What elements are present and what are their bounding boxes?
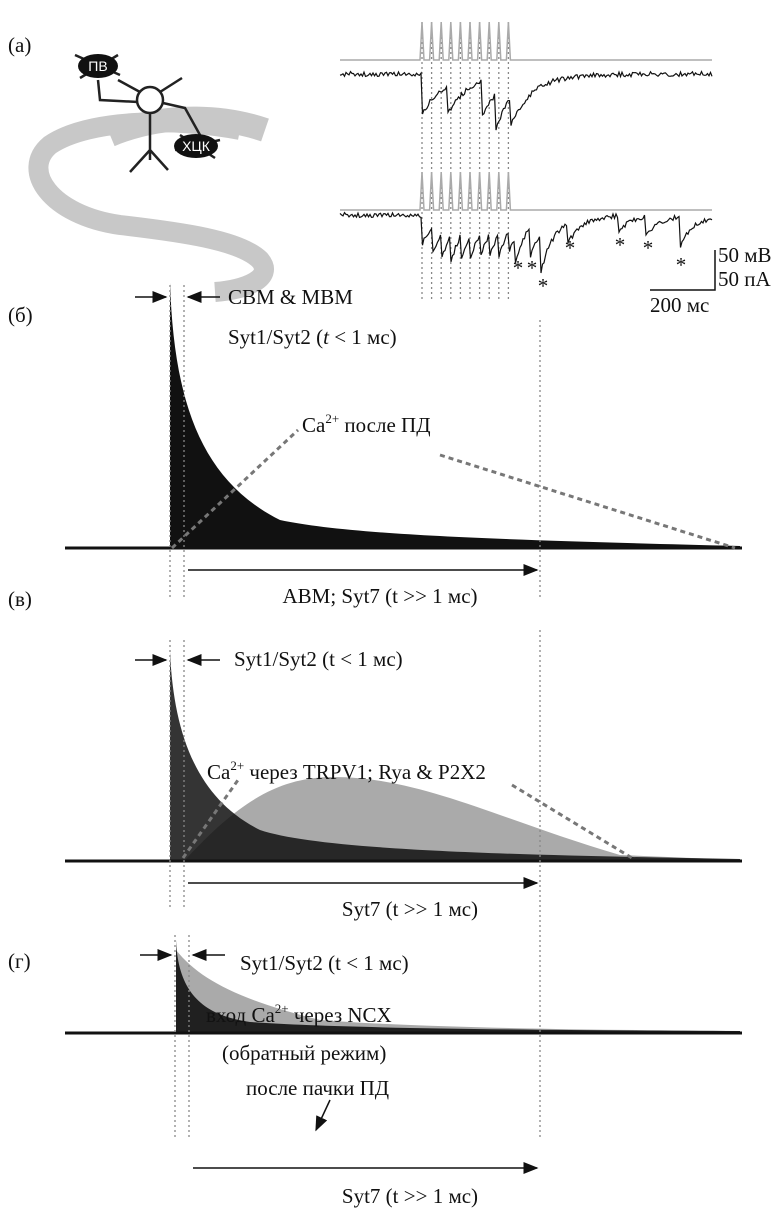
annotation: ABM; Syt7 (t >> 1 мс) (282, 584, 477, 608)
traces (339, 21, 713, 300)
scale-label: 200 мс (650, 293, 709, 317)
cell-label: ПВ (88, 58, 107, 74)
asterisk: * (615, 233, 626, 257)
annotation: Syt7 (t >> 1 мс) (342, 1184, 478, 1208)
annotation: Syt1/Syt2 (t < 1 мс) (228, 325, 397, 349)
annotation: Syt1/Syt2 (t < 1 мс) (240, 951, 409, 975)
scale-label: 50 мВ (718, 243, 771, 267)
asterisk: * (527, 256, 538, 280)
panel-label: (б) (8, 303, 33, 327)
annotation: Syt1/Syt2 (t < 1 мс) (234, 647, 403, 671)
asterisk: * (538, 274, 549, 298)
voltage-trace (340, 21, 712, 61)
voltage-trace (340, 171, 712, 211)
asterisk: * (565, 236, 576, 260)
panel-label: (в) (8, 587, 32, 611)
release-fast (170, 283, 740, 548)
cell-label: ХЦК (182, 138, 211, 154)
panel-label: (г) (8, 949, 31, 973)
cell-body (174, 134, 218, 158)
annotation: (обратный режим) (222, 1041, 386, 1065)
asterisks: * *** * ** (513, 233, 687, 298)
annotation: CBM & MBM (228, 285, 353, 309)
annotation: Ca2+ после ПД (302, 411, 431, 437)
annotation: после пачки ПД (246, 1076, 389, 1100)
annotation: Syt7 (t >> 1 мс) (342, 897, 478, 921)
schematic-band (105, 106, 269, 147)
arrow (315, 1099, 331, 1132)
annotation: вход Ca2+ через NCX (206, 1001, 392, 1027)
asterisk: * (513, 256, 524, 280)
asterisk: * (676, 253, 687, 277)
current-trace (339, 211, 713, 274)
panel-label: (a) (8, 33, 31, 57)
release-fast (176, 940, 740, 1032)
calcium-pointer (170, 428, 736, 550)
release-calcium (185, 776, 740, 860)
current-trace (339, 70, 713, 131)
annotation: Ca2+ через TRPV1; Rya & P2X2 (207, 758, 486, 784)
scale-bar (650, 250, 716, 291)
release-fast (170, 652, 740, 860)
calcium-pointer (181, 779, 633, 860)
scale-label: 50 пА (718, 267, 771, 291)
asterisk: * (643, 236, 654, 260)
cell-body (78, 54, 118, 78)
